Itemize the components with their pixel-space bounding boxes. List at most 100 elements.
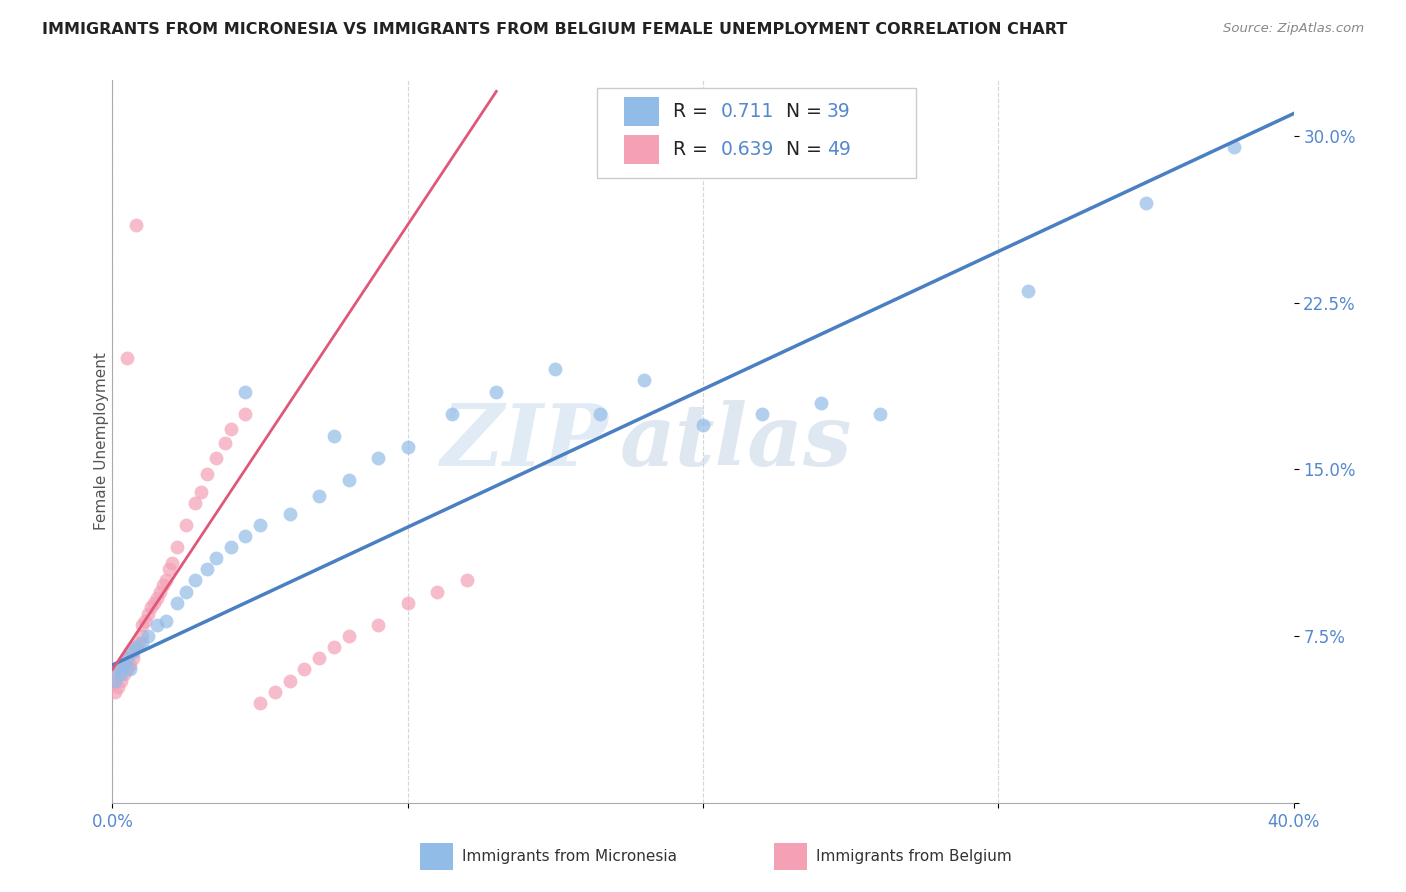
Point xyxy=(337,474,360,488)
Text: Source: ZipAtlas.com: Source: ZipAtlas.com xyxy=(1223,22,1364,36)
Point xyxy=(367,618,389,632)
Text: R =: R = xyxy=(673,140,714,160)
Point xyxy=(104,673,127,688)
Point xyxy=(308,489,330,503)
Point xyxy=(149,584,172,599)
Point xyxy=(117,651,138,665)
Text: N =: N = xyxy=(773,102,828,121)
Point xyxy=(233,529,256,543)
Point xyxy=(485,384,508,399)
Point xyxy=(633,373,655,387)
Point xyxy=(396,596,419,610)
Text: 39: 39 xyxy=(827,102,851,121)
Point xyxy=(544,362,567,376)
Point xyxy=(134,614,156,628)
FancyBboxPatch shape xyxy=(419,843,453,870)
Point xyxy=(337,629,360,643)
Point xyxy=(110,673,132,688)
Point xyxy=(107,662,129,676)
Point xyxy=(155,574,177,588)
Point xyxy=(157,562,180,576)
Point xyxy=(139,600,162,615)
Point xyxy=(205,551,228,566)
Point xyxy=(125,218,148,232)
Point xyxy=(120,645,142,659)
Point xyxy=(219,422,242,436)
Point xyxy=(125,640,148,655)
Point xyxy=(751,407,773,421)
Point xyxy=(136,629,159,643)
Text: atlas: atlas xyxy=(620,400,853,483)
Point xyxy=(160,556,183,570)
Point xyxy=(104,673,127,688)
Text: 49: 49 xyxy=(827,140,851,160)
Point xyxy=(1135,195,1157,210)
Point xyxy=(869,407,891,421)
Point xyxy=(155,614,177,628)
Point xyxy=(128,636,150,650)
Point xyxy=(264,684,287,698)
Point xyxy=(810,395,832,409)
Point xyxy=(1017,285,1039,299)
Y-axis label: Female Unemployment: Female Unemployment xyxy=(94,352,108,531)
Point xyxy=(195,467,218,481)
Point xyxy=(107,680,129,694)
Point xyxy=(122,651,145,665)
Point xyxy=(441,407,464,421)
Text: N =: N = xyxy=(773,140,828,160)
Point xyxy=(120,657,142,672)
Point xyxy=(110,666,132,681)
Point xyxy=(174,517,197,532)
Point xyxy=(131,618,153,632)
Point xyxy=(166,596,188,610)
Point xyxy=(233,407,256,421)
Point xyxy=(184,574,207,588)
Point xyxy=(131,629,153,643)
FancyBboxPatch shape xyxy=(596,87,915,178)
Text: 0.639: 0.639 xyxy=(721,140,775,160)
Point xyxy=(104,684,127,698)
Text: 0.711: 0.711 xyxy=(721,102,775,121)
Point xyxy=(278,507,301,521)
Point xyxy=(195,562,218,576)
FancyBboxPatch shape xyxy=(624,136,659,164)
Point xyxy=(396,440,419,454)
Point xyxy=(131,636,153,650)
FancyBboxPatch shape xyxy=(624,97,659,126)
Point xyxy=(146,591,169,606)
Point xyxy=(249,696,271,710)
Point xyxy=(110,662,132,676)
Point xyxy=(152,578,174,592)
Text: R =: R = xyxy=(673,102,714,121)
Point xyxy=(292,662,315,676)
Text: ZIP: ZIP xyxy=(440,400,609,483)
Point xyxy=(692,417,714,432)
Point xyxy=(112,657,135,672)
Point xyxy=(184,496,207,510)
Point xyxy=(142,596,165,610)
Point xyxy=(122,645,145,659)
Point xyxy=(323,429,346,443)
Point xyxy=(278,673,301,688)
FancyBboxPatch shape xyxy=(773,843,807,870)
Text: Immigrants from Micronesia: Immigrants from Micronesia xyxy=(463,849,678,863)
Point xyxy=(1223,140,1246,154)
Point xyxy=(166,540,188,554)
Point xyxy=(588,407,610,421)
Point xyxy=(214,435,236,450)
Point xyxy=(117,351,138,366)
Point xyxy=(117,662,138,676)
Text: IMMIGRANTS FROM MICRONESIA VS IMMIGRANTS FROM BELGIUM FEMALE UNEMPLOYMENT CORREL: IMMIGRANTS FROM MICRONESIA VS IMMIGRANTS… xyxy=(42,22,1067,37)
Point xyxy=(323,640,346,655)
Text: Immigrants from Belgium: Immigrants from Belgium xyxy=(817,849,1012,863)
Point xyxy=(219,540,242,554)
Point xyxy=(205,451,228,466)
Point xyxy=(107,666,129,681)
Point xyxy=(426,584,449,599)
Point xyxy=(125,640,148,655)
Point xyxy=(117,651,138,665)
Point xyxy=(174,584,197,599)
Point xyxy=(249,517,271,532)
Point xyxy=(136,607,159,621)
Point xyxy=(233,384,256,399)
